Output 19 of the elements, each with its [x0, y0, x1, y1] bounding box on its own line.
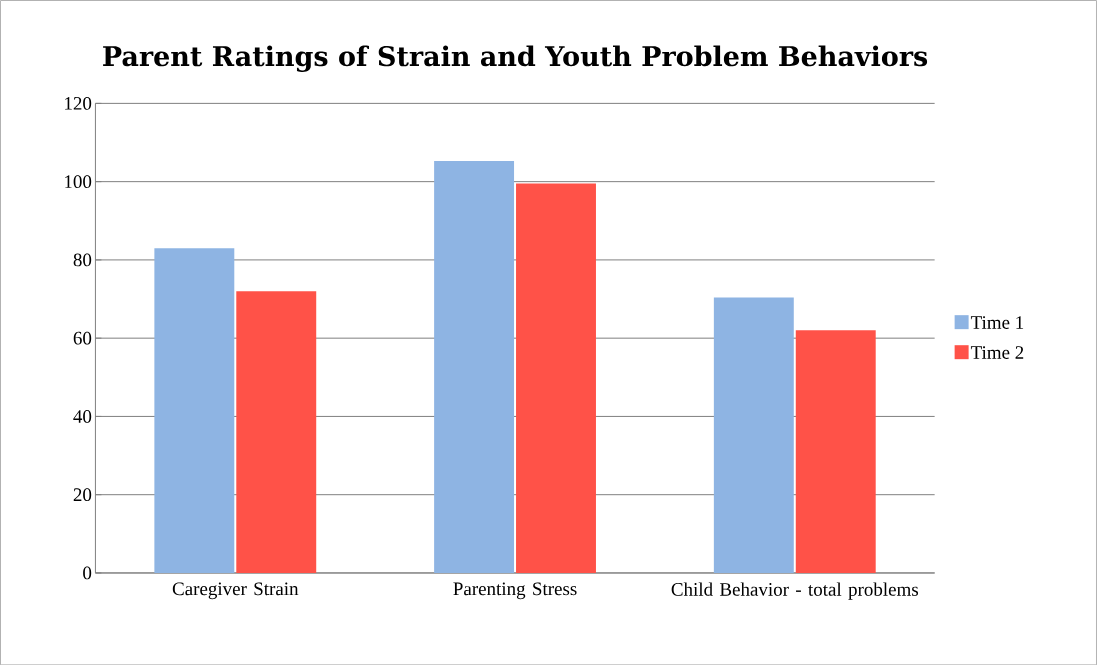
x-tick-label: Child Behavior - total problems: [671, 582, 919, 600]
y-tick-label: 100: [65, 175, 92, 188]
y-tick-label: 120: [65, 96, 92, 110]
y-tick-label: 80: [73, 253, 92, 267]
bar: [434, 160, 515, 573]
legend-label: Time 2: [970, 345, 1024, 359]
legend-label: Time 1: [970, 315, 1024, 329]
y-tick-label: 40: [73, 409, 92, 423]
chart-title: Parent Ratings of Strain and Youth Problem Behaviors: [103, 45, 928, 72]
x-tick-label: Caregiver Strain: [172, 582, 299, 599]
bar: [154, 247, 235, 573]
y-tick-label: 0: [83, 566, 92, 580]
y-tick-label: 20: [73, 488, 92, 501]
bar: [795, 330, 876, 573]
y-tick-label: 60: [73, 331, 92, 345]
x-tick-label: Parenting Stress: [453, 582, 577, 599]
bar: [236, 291, 317, 573]
bar: [516, 183, 596, 573]
bar: [713, 297, 794, 573]
